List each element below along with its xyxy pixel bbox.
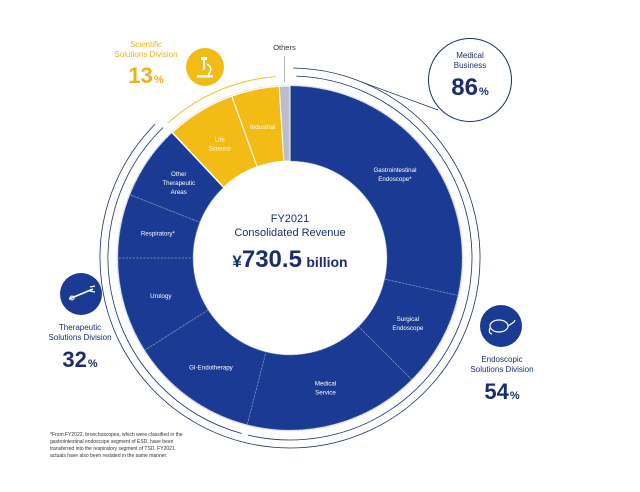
- segment-label: GI-Endotherapy: [189, 364, 234, 371]
- therapeutic-percent: 32%: [62, 347, 98, 372]
- scientific-bracket: [167, 76, 276, 124]
- segment-label: Respiratory*: [141, 230, 176, 237]
- center-subtitle: Consolidated Revenue: [234, 227, 346, 239]
- segment-medical-service: [246, 326, 413, 431]
- segment-urology: [117, 257, 209, 351]
- segment-label: Gastrointestinal Endoscope*: [373, 167, 416, 183]
- center-revenue: ¥730.5 billion: [200, 246, 380, 274]
- microscope-icon: [197, 57, 213, 78]
- scientific-icon-badge: [186, 48, 224, 86]
- footnote-line-2: gastrointestinal endoscope segment of ES…: [50, 439, 174, 445]
- segment-others: [278, 85, 291, 162]
- footnote: *From FY2022, bronchoscopes, which were …: [50, 432, 250, 460]
- endoscopic-label-1: Endoscopic: [481, 355, 523, 364]
- center-year: FY2021: [270, 213, 310, 225]
- division-brackets: Others: [99, 43, 481, 449]
- segment-labels: Gastrointestinal Endoscope* Surgical Endosc…: [141, 124, 424, 397]
- therapeutic-label-2: Solutions Division: [48, 333, 112, 342]
- center-currency: ¥: [232, 252, 242, 271]
- segment-label: Urology: [150, 293, 172, 300]
- segment-label: Life Science: [209, 136, 232, 152]
- endoscopic-bracket: [247, 75, 473, 441]
- segment-surgical-endoscope: [358, 278, 459, 381]
- segment-respiratory: [117, 194, 201, 259]
- segment-label: Surgical Endoscope: [392, 316, 424, 332]
- segment-label: Other Therapeutic Areas: [162, 171, 195, 196]
- endoscopic-label-2: Solutions Division: [470, 365, 534, 374]
- endoscope-icon: [488, 319, 516, 335]
- segment-label-others: Others: [273, 43, 296, 52]
- endoscopic-percent: 54%: [484, 379, 520, 404]
- medical-business-label-2: Business: [453, 61, 487, 70]
- therapeutic-label-1: Therapeutic: [58, 323, 102, 332]
- scientific-label-1: Scientific: [129, 40, 162, 49]
- footnote-line-1: *From FY2022, bronchoscopes, which were …: [50, 432, 183, 438]
- medical-leader: [361, 81, 439, 111]
- scientific-percent: 13%: [128, 63, 164, 88]
- footnote-line-3: transferred into the respiratory segment…: [50, 446, 175, 452]
- segment-divider: [171, 132, 225, 188]
- surgical-instrument-icon: [68, 285, 96, 301]
- center-unit: billion: [306, 254, 348, 270]
- scientific-division: Scientific Solutions Division 13%: [108, 40, 184, 93]
- therapeutic-bracket: [107, 127, 242, 434]
- outer-ring: [116, 84, 464, 432]
- therapeutic-division: Therapeutic Solutions Division 32%: [30, 323, 130, 377]
- segment-label: Industrial: [250, 124, 275, 131]
- therapeutic-icon-badge: [60, 273, 102, 315]
- medical-bracket: [99, 67, 481, 449]
- scientific-label-2: Solutions Division: [114, 50, 178, 59]
- donut-segments: [116, 84, 464, 432]
- segment-gastrointestinal-endoscope: [289, 85, 463, 296]
- endoscopic-icon-badge: [480, 305, 522, 347]
- medical-business-badge: Medical Business 86%: [428, 38, 512, 122]
- segment-label: Medical Service: [315, 381, 337, 397]
- footnote-line-4: actuals have also been restated in the s…: [50, 453, 168, 459]
- medical-business-label-1: Medical: [456, 51, 484, 60]
- medical-business-percent: 86%: [451, 74, 489, 101]
- endoscopic-division: Endoscopic Solutions Division 54%: [452, 355, 552, 409]
- center-amount: 730.5: [241, 246, 302, 273]
- center-label: FY2021 Consolidated Revenue ¥730.5 billi…: [200, 212, 380, 274]
